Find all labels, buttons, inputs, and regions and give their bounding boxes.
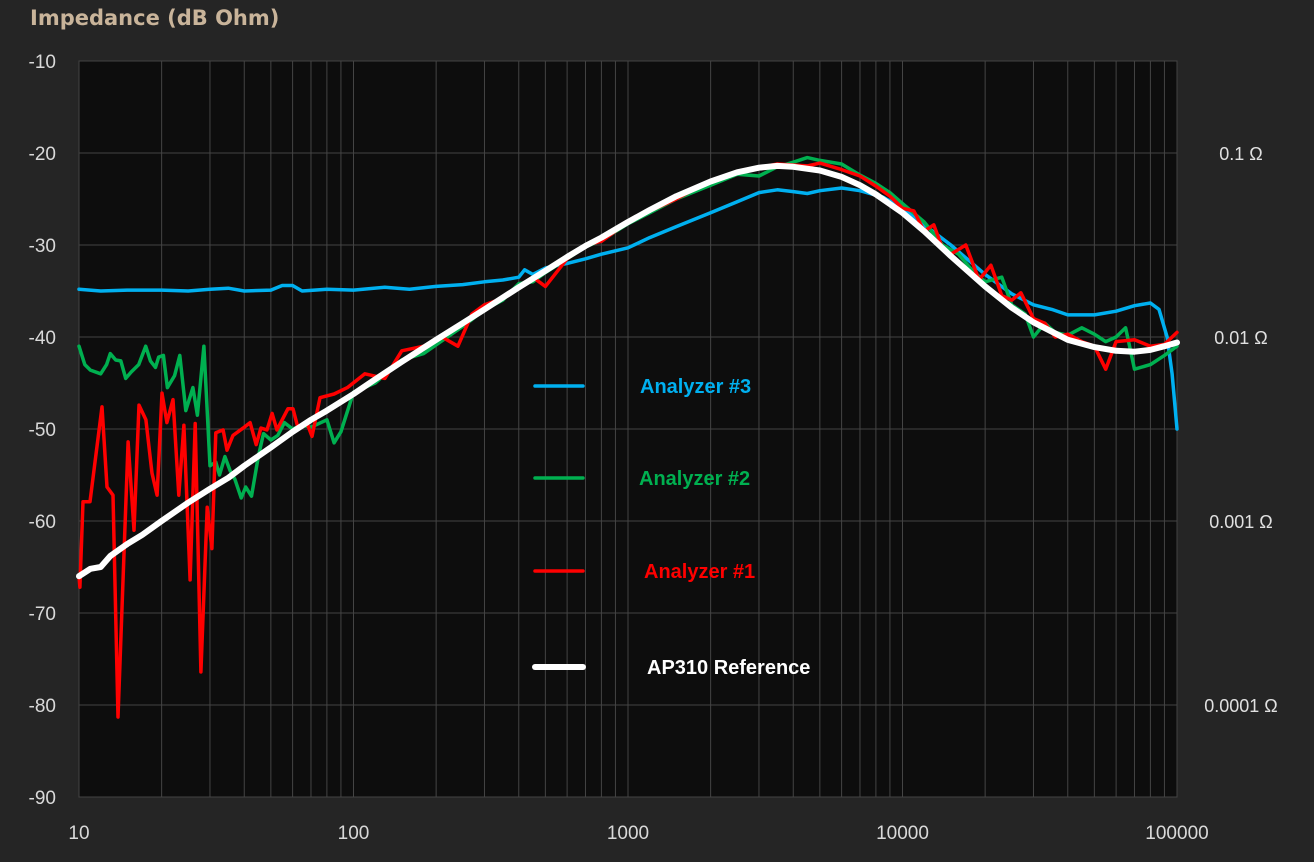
x-tick-label: 10000 [876, 823, 929, 844]
y-tick-label: -30 [29, 236, 56, 257]
series-lines [76, 155, 1180, 719]
y-tick-label: -90 [29, 788, 56, 809]
y-tick-label: -40 [29, 328, 56, 349]
y2-tick-label: 0.001 Ω [1209, 512, 1273, 532]
y-tick-label: -20 [29, 144, 56, 165]
x-tick-label: 100 [338, 823, 370, 844]
legend-label: Analyzer #1 [644, 561, 755, 583]
y-tick-label: -80 [29, 696, 56, 717]
legend-label: Analyzer #2 [639, 468, 750, 490]
x-tick-label: 100000 [1145, 823, 1208, 844]
y2-tick-label: 0.1 Ω [1219, 144, 1262, 164]
legend-label: Analyzer #3 [640, 376, 751, 398]
legend-label: AP310 Reference [647, 657, 810, 679]
legend: Analyzer #3 Analyzer #2 Analyzer #1 AP310 R… [532, 376, 810, 679]
series-line-2 [77, 161, 1179, 719]
y-tick-label: -70 [29, 604, 56, 625]
y-tick-label: -60 [29, 512, 56, 533]
x-tick-label: 1000 [607, 823, 649, 844]
x-tick-label: 10 [68, 823, 89, 844]
y-tick-label: -10 [29, 52, 56, 73]
series-line-0 [77, 186, 1179, 431]
y2-tick-label: 0.01 Ω [1214, 328, 1268, 348]
axes: 10 100 1000 10000 100000 -10 -20 -30 -40 -50 -60 -7… [29, 52, 1278, 844]
y-tick-label: -50 [29, 420, 56, 441]
series-line-3 [76, 162, 1180, 580]
chart-title: Impedance (dB Ohm) [30, 6, 280, 30]
y2-tick-label: 0.0001 Ω [1204, 696, 1278, 716]
